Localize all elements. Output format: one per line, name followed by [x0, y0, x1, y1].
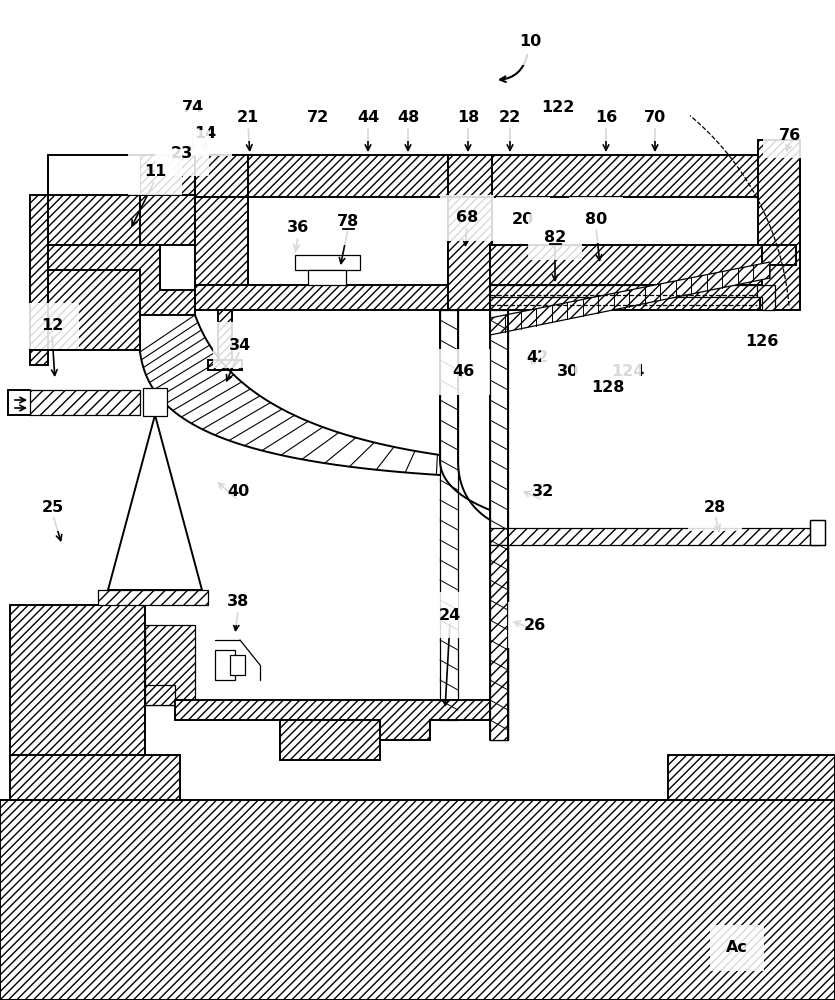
- Text: 48: 48: [397, 110, 419, 125]
- Text: 38: 38: [227, 594, 249, 609]
- Polygon shape: [490, 310, 508, 740]
- Text: 70: 70: [644, 110, 666, 125]
- Text: 30: 30: [557, 364, 579, 379]
- Polygon shape: [758, 140, 800, 310]
- Polygon shape: [668, 755, 835, 800]
- Polygon shape: [440, 310, 458, 720]
- Text: 128: 128: [591, 379, 625, 394]
- Polygon shape: [108, 415, 202, 590]
- Text: 78: 78: [337, 215, 359, 230]
- Text: 12: 12: [41, 318, 63, 334]
- Text: 22: 22: [498, 110, 521, 125]
- Polygon shape: [145, 625, 195, 705]
- Polygon shape: [208, 360, 242, 370]
- Text: 126: 126: [746, 334, 779, 350]
- Text: 21: 21: [237, 110, 259, 125]
- Polygon shape: [230, 655, 245, 675]
- Polygon shape: [490, 262, 770, 335]
- Polygon shape: [215, 650, 235, 680]
- Text: 36: 36: [287, 221, 309, 235]
- Text: 44: 44: [357, 110, 379, 125]
- Text: 28: 28: [704, 500, 726, 516]
- Text: 18: 18: [457, 110, 479, 125]
- Polygon shape: [195, 285, 760, 310]
- Text: 32: 32: [532, 485, 554, 499]
- Text: 124: 124: [611, 364, 645, 379]
- Polygon shape: [218, 310, 232, 360]
- Polygon shape: [48, 195, 140, 245]
- Polygon shape: [448, 155, 492, 197]
- Polygon shape: [143, 388, 167, 416]
- Text: 26: 26: [524, 617, 546, 633]
- Text: 82: 82: [544, 230, 566, 244]
- Polygon shape: [195, 155, 248, 197]
- Text: 24: 24: [439, 607, 461, 622]
- Polygon shape: [195, 155, 790, 197]
- Polygon shape: [10, 755, 180, 800]
- Text: 16: 16: [595, 110, 617, 125]
- Polygon shape: [30, 340, 48, 365]
- Text: 76: 76: [779, 127, 801, 142]
- Text: 40: 40: [227, 485, 249, 499]
- Polygon shape: [810, 520, 825, 545]
- Polygon shape: [490, 245, 762, 285]
- Text: 72: 72: [307, 110, 329, 125]
- Polygon shape: [30, 390, 140, 415]
- Polygon shape: [48, 155, 140, 195]
- Text: 42: 42: [526, 351, 548, 365]
- Text: 25: 25: [42, 500, 64, 516]
- Polygon shape: [195, 197, 248, 310]
- Polygon shape: [175, 700, 490, 740]
- Polygon shape: [48, 270, 140, 350]
- Polygon shape: [295, 255, 360, 270]
- Polygon shape: [30, 195, 48, 350]
- Text: 122: 122: [541, 101, 574, 115]
- Polygon shape: [0, 800, 835, 1000]
- Text: 68: 68: [456, 211, 478, 226]
- Text: 46: 46: [452, 364, 474, 379]
- Polygon shape: [490, 528, 820, 545]
- Polygon shape: [30, 155, 195, 350]
- Text: 80: 80: [584, 213, 607, 228]
- Text: 10: 10: [519, 34, 541, 49]
- Text: 11: 11: [144, 164, 166, 180]
- Polygon shape: [490, 545, 508, 740]
- Polygon shape: [10, 605, 145, 760]
- Text: 34: 34: [229, 338, 251, 353]
- Polygon shape: [308, 270, 346, 285]
- Text: 23: 23: [171, 145, 193, 160]
- Text: 20: 20: [512, 213, 534, 228]
- Text: Ac: Ac: [726, 940, 748, 956]
- Text: 14: 14: [194, 125, 216, 140]
- Polygon shape: [280, 720, 380, 760]
- Polygon shape: [448, 197, 492, 310]
- Polygon shape: [48, 195, 195, 350]
- Polygon shape: [762, 245, 796, 265]
- Polygon shape: [490, 285, 762, 297]
- Text: 74: 74: [182, 101, 204, 115]
- Polygon shape: [140, 155, 195, 195]
- Polygon shape: [0, 605, 835, 800]
- Polygon shape: [145, 685, 175, 705]
- Polygon shape: [98, 590, 208, 605]
- Polygon shape: [757, 285, 775, 310]
